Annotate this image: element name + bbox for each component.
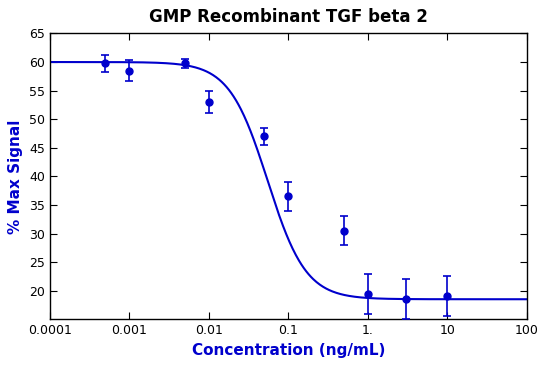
Y-axis label: % Max Signal: % Max Signal — [8, 119, 24, 234]
Title: GMP Recombinant TGF beta 2: GMP Recombinant TGF beta 2 — [149, 8, 428, 26]
X-axis label: Concentration (ng/mL): Concentration (ng/mL) — [191, 343, 385, 358]
